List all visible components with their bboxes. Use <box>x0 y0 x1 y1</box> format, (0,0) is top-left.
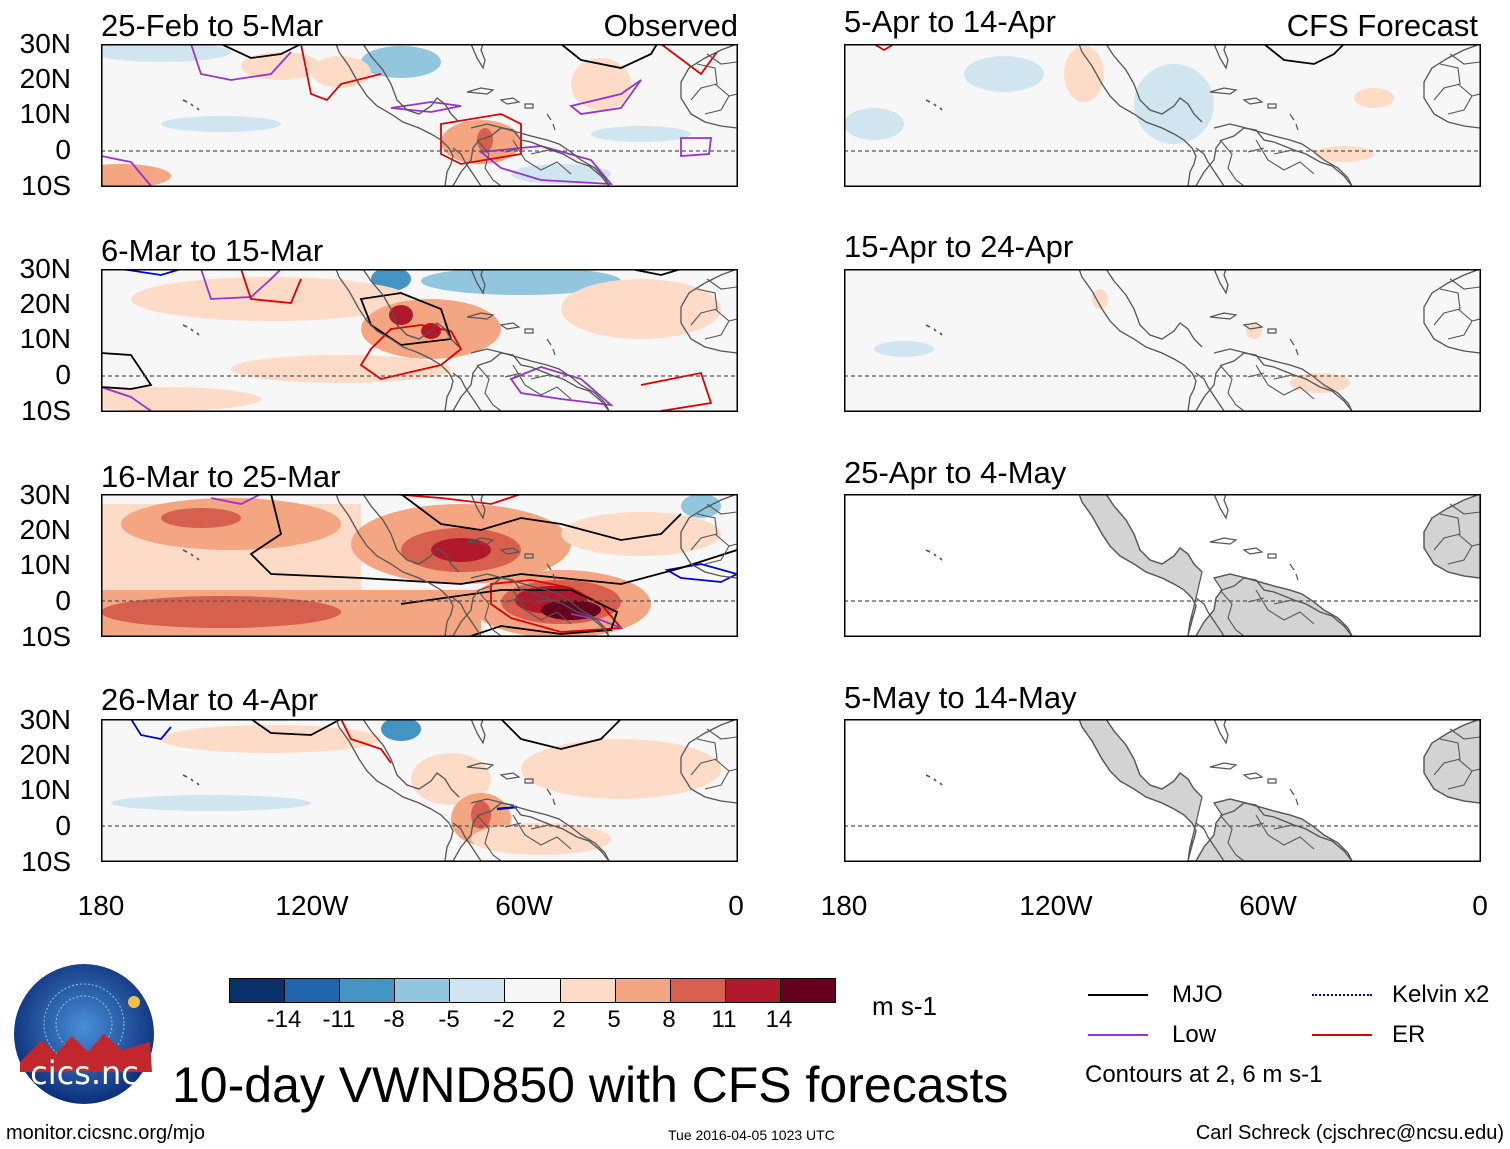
map-observed-2 <box>101 269 738 412</box>
lat-label: 0 <box>55 585 71 616</box>
lat-label: 20N <box>19 288 71 319</box>
lat-label: 30N <box>19 479 71 510</box>
lon-label: 120W <box>275 890 349 921</box>
legend-line-low <box>1088 1034 1148 1036</box>
footer-url[interactable]: monitor.cicsnc.org/mjo <box>6 1122 205 1144</box>
panel-title-fc-3: 25-Apr to 4-May <box>844 455 1067 490</box>
colorbar-swatch <box>339 979 395 1002</box>
panel-title-obs-4: 26-Mar to 4-Apr <box>101 682 319 717</box>
colorbar-swatch <box>724 979 780 1002</box>
lat-label: 20N <box>19 739 71 770</box>
lat-label: 30N <box>19 253 71 284</box>
lat-label: 10N <box>19 549 71 580</box>
panel-title-obs-3: 16-Mar to 25-Mar <box>101 459 341 494</box>
colorbar-tick-label: 8 <box>662 1006 676 1033</box>
cicsnc-logo: cics.nc <box>12 962 157 1107</box>
map-forecast-4 <box>844 719 1481 862</box>
lat-label: 0 <box>55 810 71 841</box>
panel-title-fc-1: 5-Apr to 14-Apr <box>844 4 1056 39</box>
panel-title-fc-4: 5-May to 14-May <box>844 680 1077 715</box>
map-observed-4 <box>101 719 738 862</box>
lon-label: 60W <box>1239 890 1297 921</box>
colorbar-swatch <box>449 979 505 1002</box>
cfs-forecast-tag: CFS Forecast <box>1286 8 1478 43</box>
colorbar-tick-label: -5 <box>438 1006 460 1033</box>
colorbar-swatch <box>230 979 285 1002</box>
legend-label-er: ER <box>1392 1021 1426 1048</box>
map-forecast-3 <box>844 494 1481 637</box>
colorbar-tick-label: -2 <box>493 1006 515 1033</box>
colorbar-tick-label: 5 <box>607 1006 621 1033</box>
lat-label: 10S <box>21 170 71 201</box>
colorbar-swatch <box>559 979 615 1002</box>
legend-line-kelvin <box>1312 994 1372 996</box>
panel-title-fc-2: 15-Apr to 24-Apr <box>844 229 1074 264</box>
lat-label: 20N <box>19 514 71 545</box>
lat-label: 30N <box>19 704 71 735</box>
lon-label: 0 <box>1472 890 1488 921</box>
legend-label-low: Low <box>1172 1021 1217 1048</box>
legend-label-kelvin: Kelvin x2 <box>1392 981 1490 1008</box>
colorbar-swatch <box>504 979 560 1002</box>
lat-label: 10N <box>19 774 71 805</box>
logo-text: cics.nc <box>30 1054 139 1092</box>
lat-label: 0 <box>55 359 71 390</box>
colorbar-units: m s-1 <box>872 991 937 1021</box>
lat-label: 20N <box>19 63 71 94</box>
panel-title-obs-1: 25-Feb to 5-Mar <box>101 8 324 43</box>
map-forecast-2 <box>844 269 1481 412</box>
lon-label: 180 <box>77 890 125 921</box>
map-observed-3 <box>101 494 738 637</box>
legend-line-mjo <box>1088 994 1148 996</box>
colorbar-tick-label: -8 <box>383 1006 405 1033</box>
lon-label: 120W <box>1019 890 1093 921</box>
colorbar-swatch <box>779 979 836 1002</box>
lat-label: 10S <box>21 395 71 426</box>
colorbar-tick-label: 14 <box>765 1006 793 1033</box>
lon-label: 180 <box>820 890 868 921</box>
observed-tag: Observed <box>603 8 738 43</box>
lon-label: 60W <box>495 890 553 921</box>
lon-label: 0 <box>728 890 744 921</box>
colorbar-swatch <box>284 979 340 1002</box>
colorbar-swatch <box>614 979 670 1002</box>
colorbar <box>229 978 836 1003</box>
colorbar-tick-label: -11 <box>322 1006 356 1033</box>
map-observed-1 <box>101 44 738 187</box>
lat-label: 10S <box>21 846 71 877</box>
lat-label: 30N <box>19 28 71 59</box>
lat-label: 10S <box>21 621 71 652</box>
main-title: 10-day VWND850 with CFS forecasts <box>172 1057 1009 1113</box>
footer-author: Carl Schreck (cjschrec@ncsu.edu) <box>1195 1122 1504 1144</box>
colorbar-tick-label: 11 <box>711 1006 737 1033</box>
legend-note: Contours at 2, 6 m s-1 <box>1085 1061 1323 1088</box>
colorbar-tick-label: 2 <box>552 1006 566 1033</box>
colorbar-swatch <box>669 979 725 1002</box>
logo-emblem-icon <box>14 964 154 1104</box>
panel-title-obs-2: 6-Mar to 15-Mar <box>101 233 324 268</box>
lat-label: 10N <box>19 323 71 354</box>
legend-label-mjo: MJO <box>1172 981 1223 1008</box>
footer-timestamp: Tue 2016-04-05 1023 UTC <box>668 1127 835 1143</box>
lat-label: 10N <box>19 98 71 129</box>
colorbar-swatch <box>394 979 450 1002</box>
map-forecast-1 <box>844 44 1481 187</box>
colorbar-tick-label: -14 <box>266 1006 302 1033</box>
legend-line-er <box>1312 1034 1372 1036</box>
lat-label: 0 <box>55 134 71 165</box>
